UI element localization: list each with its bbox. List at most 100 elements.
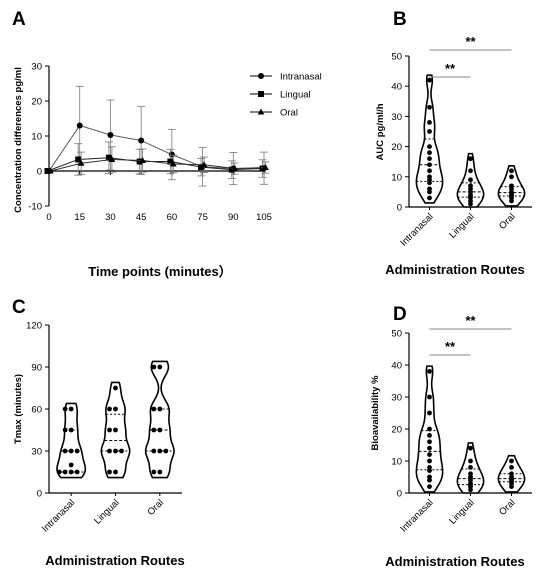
panel-b-data-point <box>427 195 432 201</box>
panel-a-series-oral <box>47 146 270 175</box>
panel-c-data-point <box>62 469 68 475</box>
panel-d-significance-label: ** <box>465 313 476 328</box>
panel-d-data-point <box>427 445 432 451</box>
panel-d-y-tick-label: 30 <box>391 393 402 404</box>
panel-c-violin-shape <box>144 360 175 479</box>
panel-a-legend-label: Lingual <box>280 90 311 101</box>
panel-d-violins: ** ** <box>415 313 526 494</box>
panel-b-data-point <box>468 168 473 174</box>
panel-b-data-point <box>427 129 432 134</box>
panel-a-series-line <box>48 124 265 172</box>
panel-a-legend: Intranasal Lingual Oral <box>250 72 322 119</box>
panel-c-data-point <box>74 469 80 475</box>
panel-c-data-point <box>62 427 68 433</box>
panel-label-c: C <box>12 297 26 318</box>
panel-c-violin-chart: 0 30 60 90 120 Intranasal Lingual Oral Tmax (mi… <box>13 321 185 569</box>
panel-c-data-point <box>113 427 118 433</box>
panel-d-data-point <box>468 465 473 470</box>
panel-d-y-tick-label: 50 <box>391 329 402 340</box>
panel-b-y-tick-label: 0 <box>397 203 402 214</box>
panel-a-legend-marker <box>258 91 264 97</box>
panel-b-violin-chart: 0 10 20 30 40 50 Intranasal Lingual Oral ** ** AU… <box>375 34 532 277</box>
panel-d-y-tick-label: 40 <box>391 361 402 372</box>
panel-b-data-point <box>427 104 432 110</box>
panel-b-data-point <box>427 186 432 192</box>
panel-c-data-point <box>157 448 163 454</box>
panel-c-y-axis-label: Tmax (minutes) <box>13 374 24 444</box>
panel-b-y-tick-label: 40 <box>391 82 402 93</box>
panel-a-data-point <box>167 158 174 165</box>
panel-c-data-point <box>68 406 74 412</box>
panel-d-data-point <box>509 465 514 470</box>
panel-b-data-point <box>509 183 514 189</box>
panel-c-violins <box>56 360 175 479</box>
panel-d-data-point <box>468 445 473 451</box>
panel-b-data-point <box>427 156 432 162</box>
panel-a-legend-marker <box>257 108 265 115</box>
panel-c-data-point <box>119 448 124 454</box>
panel-c-data-point <box>151 364 157 370</box>
panel-c-y-tick-label: 30 <box>31 447 42 458</box>
panel-b-y-axis-label: AUC pg/ml/h <box>375 103 386 160</box>
panel-d-data-point <box>509 458 514 464</box>
panel-a-x-tick-label: 30 <box>105 212 116 223</box>
panel-a-data-point <box>47 167 54 174</box>
panel-b-data-point <box>468 156 473 162</box>
panel-c-violin-shape <box>56 402 87 479</box>
panel-c-y-tick-label: 60 <box>31 405 42 416</box>
panel-a-data-point <box>139 157 146 163</box>
panel-b-data-point <box>427 174 432 180</box>
panel-b-violins: ** ** <box>415 34 526 208</box>
panel-a-x-tick-label: 0 <box>46 212 51 223</box>
panel-c-y-tick-label: 90 <box>31 363 42 374</box>
panel-b-data-point <box>427 77 432 83</box>
panel-d-y-tick-label: 10 <box>391 457 402 468</box>
panel-b-x-axis-label: Administration Routes <box>385 262 524 277</box>
panel-c-data-point <box>151 469 157 475</box>
panel-c-y-tick-label: 0 <box>37 489 42 500</box>
panel-d-violin-intranasal <box>415 365 444 493</box>
panel-a-data-point <box>105 154 112 161</box>
panel-b-significance-label: ** <box>445 61 456 76</box>
panel-b-x-tick-label: Oral <box>497 211 517 231</box>
panel-c-data-point <box>107 448 112 454</box>
panel-d-data-point <box>427 410 432 416</box>
panel-d-data-point <box>468 458 473 464</box>
panel-d-x-axis-label: Administration Routes <box>385 554 524 569</box>
panel-a-x-tick-label: 60 <box>167 212 178 223</box>
panel-d-data-point <box>427 439 432 445</box>
panel-c-data-point <box>157 364 163 370</box>
panel-c-data-point <box>151 448 157 454</box>
panel-b-violin-lingual <box>456 152 485 208</box>
panel-c-data-point <box>157 406 163 412</box>
panel-a-data-point <box>200 161 208 168</box>
panel-c-x-tick-label: Lingual <box>92 497 121 526</box>
panel-d-y-tick-label: 20 <box>391 425 402 436</box>
panel-a-data-point <box>170 160 177 167</box>
panel-c-data-point <box>113 469 118 475</box>
panel-c-violin-lingual <box>100 381 131 479</box>
panel-d-data-point <box>427 458 432 464</box>
panel-c-violin-oral <box>144 360 175 479</box>
panel-c-data-point <box>113 448 118 454</box>
panel-b-data-point <box>427 120 432 125</box>
panel-b-axes: 0 10 20 30 40 50 Intranasal Lingual Oral <box>391 52 532 249</box>
panel-a-data-point <box>75 156 82 163</box>
panel-d-y-tick-label: 0 <box>397 489 402 500</box>
panel-a-x-tick-label: 15 <box>74 212 85 223</box>
panel-c-data-point <box>107 469 112 475</box>
panel-d-data-point <box>427 474 432 480</box>
panel-a-data-point <box>108 155 116 162</box>
panel-b-significance-label: ** <box>465 34 476 49</box>
panel-c-violin-intranasal <box>56 402 87 479</box>
panel-a-legend-label: Oral <box>280 108 298 119</box>
panel-a-data-point <box>136 158 143 165</box>
panel-c-data-point <box>68 448 74 454</box>
panel-a-axes: -10 0 10 20 30 0 15 30 45 60 75 90 105 <box>28 62 272 224</box>
panel-a-series <box>44 85 270 187</box>
panel-c-data-point <box>113 406 118 412</box>
panel-d-data-point <box>509 471 514 477</box>
panel-a-y-tick-label: 30 <box>31 62 42 73</box>
panel-b-y-tick-label: 10 <box>391 172 402 183</box>
panel-c-data-point <box>62 406 68 412</box>
